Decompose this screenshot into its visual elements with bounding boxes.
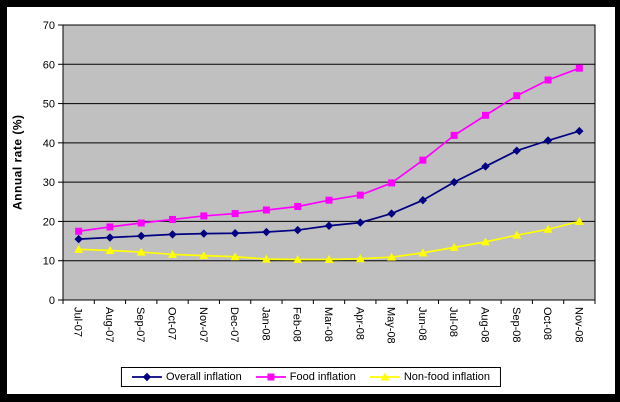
triangle-marker xyxy=(293,255,303,264)
x-axis-tick-label: Nov-08 xyxy=(572,307,584,342)
x-axis-tick-label: Jun-08 xyxy=(416,307,428,341)
triangle-marker xyxy=(230,252,240,261)
chart-legend: Overall inflation Food inflation Non-food … xyxy=(120,367,502,387)
triangle-marker xyxy=(449,242,459,251)
triangle-marker xyxy=(74,244,84,253)
square-marker xyxy=(325,196,333,204)
square-marker xyxy=(137,219,145,227)
diamond-marker xyxy=(137,231,146,241)
y-axis-title: Annual rate (%) xyxy=(10,114,25,211)
square-marker xyxy=(262,206,270,214)
square-marker xyxy=(388,179,396,187)
triangle-marker xyxy=(199,251,209,260)
y-axis-tick-label: 60 xyxy=(43,59,55,71)
square-marker xyxy=(356,191,364,199)
triangle-marker xyxy=(324,255,334,264)
y-axis-tick-label: 50 xyxy=(43,99,55,111)
x-axis-tick-label: Aug-07 xyxy=(103,307,115,342)
x-axis-tick-label: Nov-07 xyxy=(197,307,209,342)
plot-area-background xyxy=(63,25,595,300)
square-marker xyxy=(575,64,583,72)
diamond-marker xyxy=(293,225,302,235)
legend-label: Food inflation xyxy=(289,371,356,383)
x-axis-tick-label: Aug-08 xyxy=(478,307,490,342)
triangle-marker xyxy=(168,249,178,258)
square-marker xyxy=(106,223,114,231)
y-axis-tick-label: 0 xyxy=(49,295,55,307)
square-marker xyxy=(231,210,239,218)
diamond-marker xyxy=(481,162,490,171)
legend-item-non-food-inflation: Non-food inflation xyxy=(369,371,491,383)
diamond-marker xyxy=(168,230,177,239)
legend-item-overall-inflation: Overall inflation xyxy=(131,371,242,383)
legend-item-food-inflation: Food inflation xyxy=(255,371,356,383)
triangle-marker xyxy=(480,237,490,246)
square-marker xyxy=(419,156,427,164)
legend-label: Overall inflation xyxy=(165,371,242,383)
triangle-marker xyxy=(355,254,365,263)
x-axis-tick-label: Apr-08 xyxy=(353,307,365,340)
square-marker xyxy=(294,203,302,210)
y-axis-tick-label: 70 xyxy=(43,20,55,32)
diamond-marker xyxy=(324,221,334,230)
y-axis-tick-label: 20 xyxy=(43,216,55,228)
y-axis-tick-label: 30 xyxy=(43,177,55,189)
diamond-marker xyxy=(105,233,115,242)
diamond-marker xyxy=(387,209,396,218)
diamond-marker xyxy=(262,227,271,237)
triangle-marker xyxy=(261,254,271,263)
plot-border xyxy=(62,24,596,301)
diamond-marker xyxy=(74,234,83,244)
square-marker xyxy=(513,92,521,100)
diamond-marker xyxy=(543,136,553,145)
triangle-marker xyxy=(543,224,553,233)
square-marker xyxy=(75,227,83,235)
x-axis-tick-label: Mar-08 xyxy=(322,307,334,342)
triangle-marker xyxy=(387,252,397,261)
diamond-legend-marker-icon xyxy=(131,372,162,382)
x-axis-tick-label: Oct-08 xyxy=(541,307,553,340)
x-axis-tick-label: May-08 xyxy=(385,307,397,344)
x-axis-tick-label: Jan-08 xyxy=(259,307,271,341)
triangle-marker xyxy=(418,248,428,257)
x-axis-tick-label: Oct-07 xyxy=(166,307,178,340)
square-marker xyxy=(481,111,489,119)
diamond-marker xyxy=(199,229,209,238)
x-axis-tick-label: Sep-07 xyxy=(134,307,146,342)
square-marker xyxy=(200,212,208,220)
inflation-line-chart: 0 10 20 30 40 50 60 70 Jul-07 Aug-07 Sep-07 Oct-07 N… xyxy=(43,20,596,344)
x-axis-tick-label: Dec-07 xyxy=(228,307,240,342)
x-axis-tick-label: Sep-08 xyxy=(510,307,522,342)
y-axis-tick-label: 10 xyxy=(43,256,55,268)
x-axis-tick-label: Feb-08 xyxy=(291,307,303,342)
diamond-marker xyxy=(418,196,428,205)
y-axis-tick-label: 40 xyxy=(43,138,55,150)
diamond-marker xyxy=(449,177,459,187)
triangle-marker xyxy=(512,230,522,239)
triangle-legend-marker-icon xyxy=(369,372,400,381)
diamond-marker xyxy=(356,218,365,227)
diamond-marker xyxy=(575,126,584,136)
triangle-marker xyxy=(574,216,584,225)
legend-label: Non-food inflation xyxy=(403,371,491,383)
square-marker xyxy=(450,131,458,139)
diamond-marker xyxy=(230,229,240,238)
square-marker xyxy=(544,76,552,84)
triangle-marker xyxy=(105,246,115,254)
triangle-marker xyxy=(136,247,146,256)
square-marker xyxy=(169,215,177,223)
x-axis-tick-label: Jul-08 xyxy=(447,307,459,337)
x-axis-tick-label: Jul-07 xyxy=(72,307,84,337)
square-legend-marker-icon xyxy=(255,373,286,381)
